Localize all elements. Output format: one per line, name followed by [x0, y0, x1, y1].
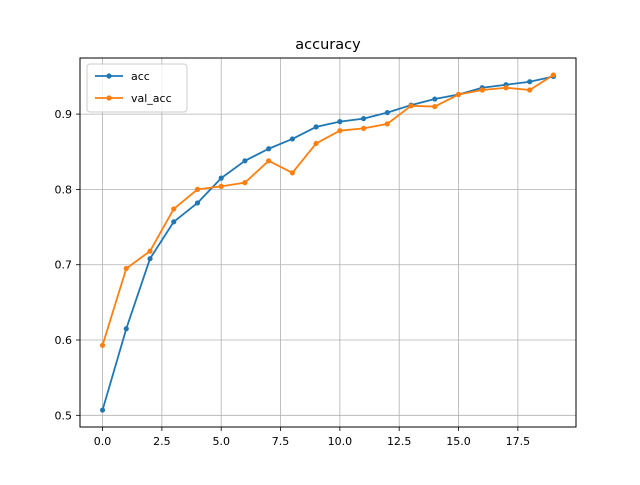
- y-tick-label: 0.8: [55, 183, 73, 196]
- y-tick-label: 0.5: [55, 409, 73, 422]
- data-point-acc: [432, 96, 438, 102]
- data-point-acc: [337, 119, 343, 125]
- legend-swatch-marker: [106, 95, 112, 101]
- data-point-val-acc: [408, 103, 414, 109]
- data-point-val-acc: [266, 158, 272, 164]
- data-point-acc: [289, 136, 296, 142]
- data-point-val-acc: [479, 87, 485, 93]
- data-point-acc: [313, 124, 319, 130]
- grid-lines: [80, 58, 576, 427]
- y-tick-label: 0.9: [55, 108, 73, 121]
- data-point-acc: [194, 200, 201, 206]
- x-tick-label: 5.0: [212, 435, 230, 448]
- data-point-val-acc: [218, 183, 224, 189]
- x-tick-label: 12.5: [387, 435, 412, 448]
- data-point-val-acc: [289, 170, 296, 176]
- x-tick-label: 15.0: [446, 435, 471, 448]
- data-point-val-acc: [455, 91, 462, 98]
- chart-title: accuracy: [295, 37, 361, 53]
- x-tick-label: 2.5: [153, 435, 171, 448]
- data-point-val-acc: [337, 128, 343, 134]
- data-point-acc: [384, 109, 390, 116]
- data-point-val-acc: [123, 265, 129, 272]
- data-point-val-acc: [99, 342, 106, 348]
- x-tick-label: 7.5: [272, 435, 290, 448]
- data-point-val-acc: [194, 186, 201, 193]
- legend: acc val_acc: [86, 63, 188, 113]
- plot-series: [99, 72, 557, 413]
- data-point-acc: [147, 256, 153, 262]
- data-point-val-acc: [550, 72, 557, 78]
- data-point-acc: [266, 146, 272, 152]
- y-tick-label: 0.6: [55, 334, 73, 347]
- data-point-acc: [99, 407, 106, 413]
- data-point-val-acc: [432, 103, 438, 110]
- data-point-acc: [171, 219, 177, 225]
- data-point-val-acc: [527, 87, 533, 93]
- x-tick-label: 17.5: [506, 435, 531, 448]
- y-tick-label: 0.7: [55, 259, 73, 272]
- data-point-val-acc: [242, 180, 248, 186]
- data-point-acc: [360, 116, 367, 122]
- plot-frame: [79, 57, 577, 428]
- data-point-val-acc: [313, 140, 319, 147]
- data-point-val-acc: [503, 85, 509, 91]
- x-tick-label: 10.0: [328, 435, 353, 448]
- series-line-val-acc: [101, 74, 554, 346]
- data-point-acc: [527, 79, 533, 85]
- axis-ticks: 0.0 2.5 5.0 7.5 10.0 12.5 15.0 17.5 0.5 0.6 0.7 0.8…: [55, 108, 531, 448]
- legend-swatch-marker: [106, 73, 112, 79]
- data-point-val-acc: [171, 206, 177, 212]
- x-tick-label: 0.0: [94, 435, 112, 448]
- data-point-acc: [218, 175, 224, 181]
- data-point-val-acc: [384, 121, 390, 127]
- data-point-val-acc: [147, 248, 153, 254]
- data-point-acc: [242, 158, 248, 164]
- series-line-acc: [101, 75, 554, 411]
- data-point-val-acc: [360, 125, 367, 132]
- legend-label: val_acc: [131, 92, 172, 105]
- data-point-acc: [123, 326, 129, 332]
- legend-label: acc: [131, 70, 150, 83]
